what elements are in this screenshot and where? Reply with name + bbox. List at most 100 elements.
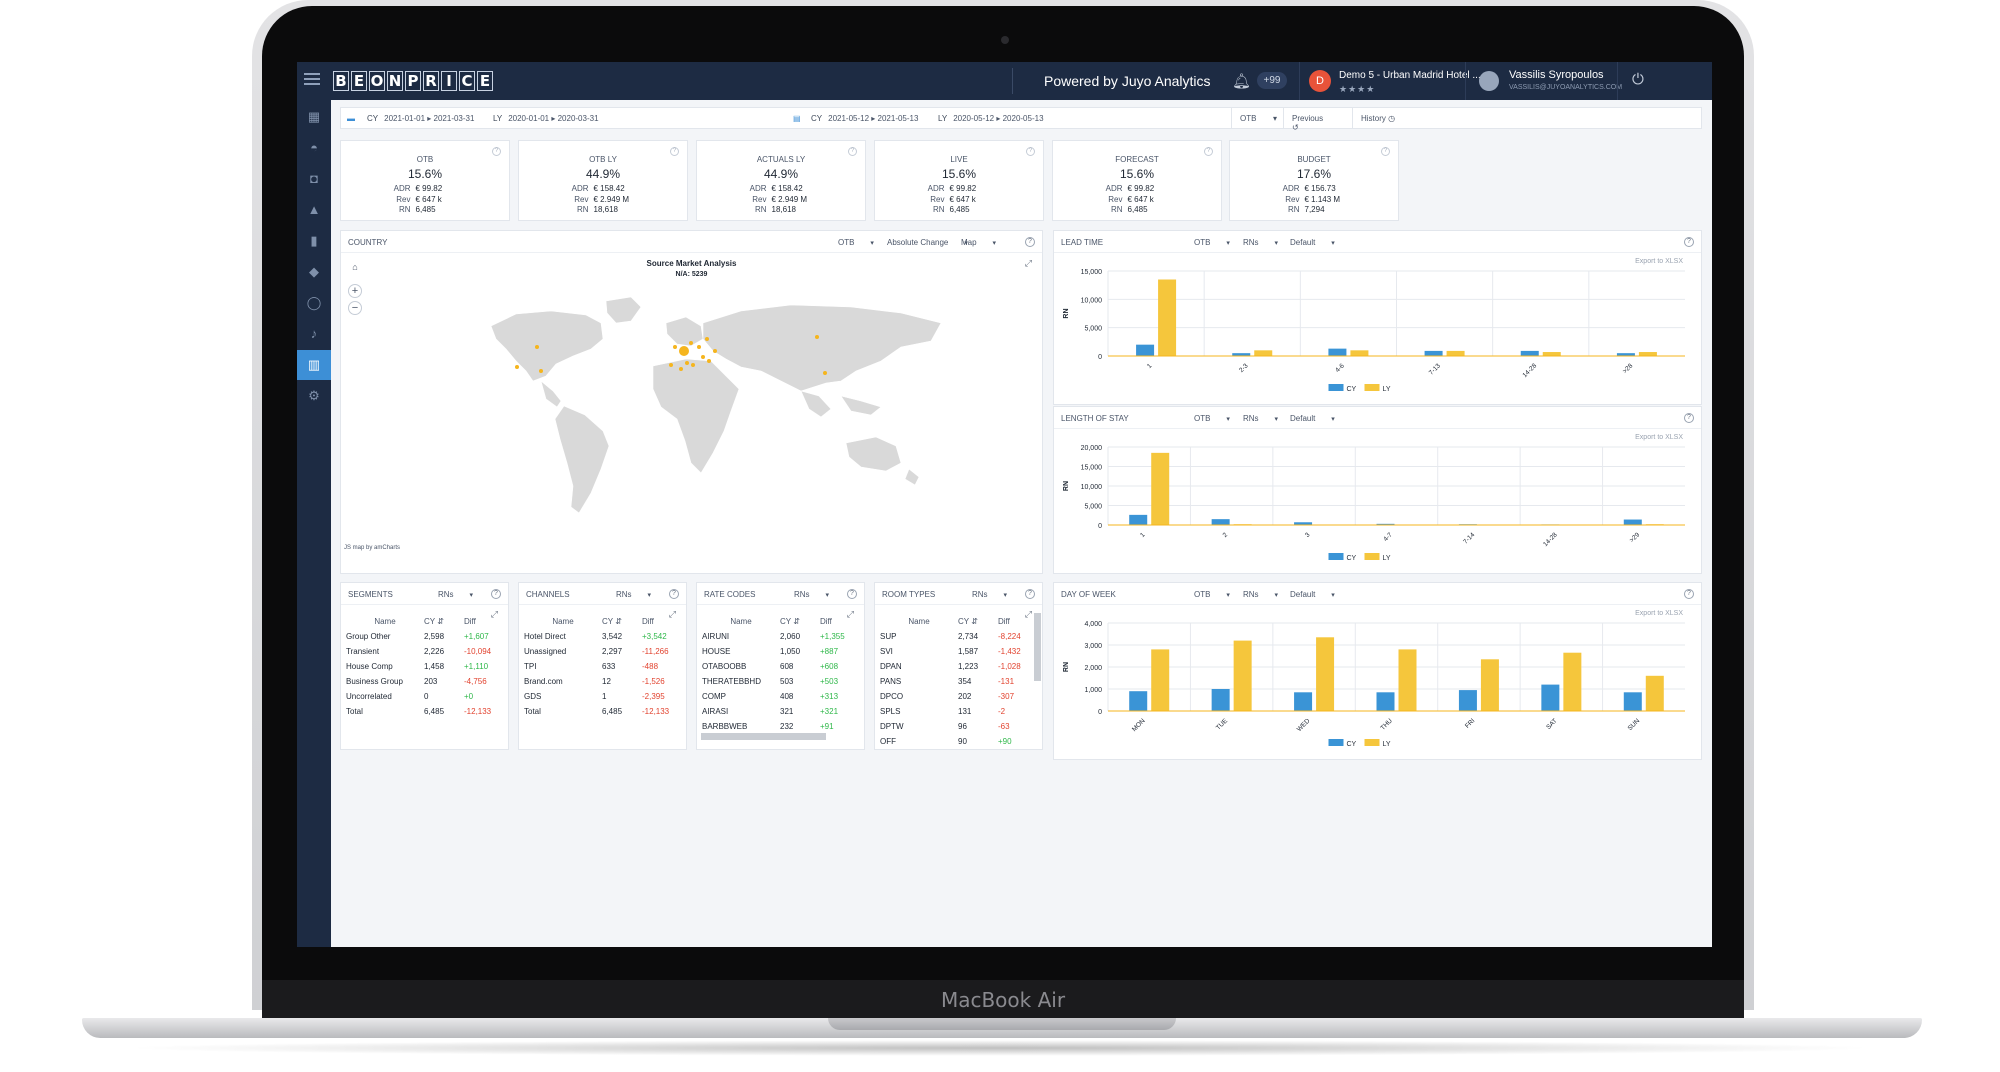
kpi-card[interactable]: ? OTB 15.6% ADR € 99.82 Rev € 647 k RN 6,485 (340, 140, 510, 221)
view-select[interactable]: Map (961, 238, 996, 247)
bar-cy[interactable] (1211, 519, 1230, 525)
kpi-card[interactable]: ? FORECAST 15.6% ADR € 99.82 Rev € 647 k RN 6,48… (1052, 140, 1222, 221)
table-row[interactable]: BARBBWEB 232 +91 (702, 719, 860, 734)
notification-badge[interactable]: +99 (1257, 72, 1287, 89)
table-row[interactable]: PANS 354 -131 (880, 674, 1038, 689)
table-row[interactable]: COMP 408 +313 (702, 689, 860, 704)
column-header[interactable]: Name (374, 616, 396, 626)
bar-ly[interactable] (1645, 675, 1664, 711)
bar-cy[interactable] (1129, 514, 1148, 525)
bar-cy[interactable] (1376, 692, 1395, 711)
column-header[interactable]: Diff (820, 616, 832, 626)
bar-cy[interactable] (1623, 519, 1642, 525)
bar-cy[interactable] (1616, 353, 1635, 356)
horizontal-scrollbar[interactable] (701, 733, 826, 740)
thumbs-up-icon[interactable]: ▲ (307, 202, 321, 217)
table-row[interactable]: Hotel Direct 3,542 +3,542 (524, 629, 682, 644)
column-header[interactable]: Name (552, 616, 574, 626)
cy-date-range[interactable]: CY 2021-01-01 ▸ 2021-03-31 (367, 114, 475, 123)
export-xlsx-link[interactable]: Export to XLSX (1635, 258, 1683, 265)
table-row[interactable]: AIRUNI 2,060 +1,355 (702, 629, 860, 644)
zoom-out-icon[interactable]: − (348, 301, 362, 315)
alert-bell-icon[interactable]: ♪ (310, 326, 318, 341)
legend-swatch[interactable] (1364, 384, 1380, 391)
bar-cy[interactable] (1328, 348, 1347, 356)
bar-ly[interactable] (1151, 452, 1170, 525)
metric-select[interactable]: RNs (616, 590, 651, 599)
column-header[interactable]: Name (908, 616, 930, 626)
table-row[interactable]: OTABOOBB 608 +608 (702, 659, 860, 674)
column-header[interactable]: Diff (464, 616, 476, 626)
column-header[interactable]: CY ⇵ (780, 613, 820, 629)
bar-cy[interactable] (1520, 350, 1539, 356)
export-xlsx-link[interactable]: Export to XLSX (1635, 434, 1683, 441)
column-header[interactable]: CY ⇵ (602, 613, 642, 629)
table-row[interactable]: Business Group 203 -4,756 (346, 674, 504, 689)
kpi-card[interactable]: ? ACTUALS LY 44.9% ADR € 158.42 Rev € 2.949 M R… (696, 140, 866, 221)
info-icon[interactable]: ? (491, 589, 501, 599)
map-credit[interactable]: JS map by amCharts (344, 545, 401, 551)
cy2-date-range[interactable]: CY 2021-05-12 ▸ 2021-05-13 (811, 114, 919, 123)
ly-date-range[interactable]: LY 2020-01-01 ▸ 2020-03-31 (493, 114, 599, 123)
legend-swatch[interactable] (1364, 553, 1380, 560)
bar-cy[interactable] (1541, 684, 1560, 711)
sort-select[interactable]: Default (1290, 238, 1335, 247)
metric-select[interactable]: OTB (1194, 414, 1230, 423)
legend-swatch[interactable] (1328, 739, 1344, 746)
kpi-card[interactable]: ? BUDGET 17.6% ADR € 156.73 Rev € 1.143 M RN 7,2… (1229, 140, 1399, 221)
bar-ly[interactable] (1563, 652, 1582, 711)
metric-select[interactable]: OTB (1194, 590, 1230, 599)
table-row[interactable]: SPLS 131 -2 (880, 704, 1038, 719)
bar-cy[interactable] (1294, 692, 1313, 711)
bar-ly[interactable] (1446, 350, 1465, 356)
world-map[interactable] (341, 231, 1044, 575)
info-icon[interactable]: ? (847, 589, 857, 599)
info-icon[interactable]: ? (1381, 147, 1390, 156)
metric-select[interactable]: OTB (1194, 238, 1230, 247)
table-row[interactable]: THERATEBBHD 503 +503 (702, 674, 860, 689)
info-icon[interactable]: ? (492, 147, 501, 156)
table-row[interactable]: AIRASI 321 +321 (702, 704, 860, 719)
info-icon[interactable]: ? (1025, 237, 1035, 247)
bar-ly[interactable] (1398, 649, 1417, 711)
unit-select[interactable]: RNs (1243, 590, 1278, 599)
bar-ly[interactable] (1158, 279, 1177, 357)
legend-label[interactable]: CY (1347, 386, 1357, 393)
previous-button[interactable]: Previous ↺ (1283, 108, 1339, 132)
table-row[interactable]: DPAN 1,223 -1,028 (880, 659, 1038, 674)
bar-ly[interactable] (1350, 350, 1369, 356)
table-row[interactable]: Brand.com 12 -1,526 (524, 674, 682, 689)
table-row[interactable]: Total 6,485 -12,133 (346, 704, 504, 719)
bar-cy[interactable] (1136, 344, 1155, 356)
zoom-in-icon[interactable]: + (348, 284, 362, 298)
bar-cy[interactable] (1294, 522, 1313, 525)
bar-cy[interactable] (1376, 523, 1395, 525)
bar-cy[interactable] (1458, 690, 1477, 711)
table-row[interactable]: SVI 1,587 -1,432 (880, 644, 1038, 659)
home-icon[interactable]: ⌂ (352, 262, 358, 272)
table-row[interactable]: GDS 1 -2,395 (524, 689, 682, 704)
legend-label[interactable]: CY (1347, 555, 1357, 562)
table-row[interactable]: Unassigned 2,297 -11,266 (524, 644, 682, 659)
history-button[interactable]: History ◷ (1352, 108, 1404, 128)
money-icon[interactable]: ◘ (310, 171, 318, 186)
kpi-card[interactable]: ? LIVE 15.6% ADR € 99.82 Rev € 647 k RN 6,485 (874, 140, 1044, 221)
unit-select[interactable]: RNs (1243, 238, 1278, 247)
table-row[interactable]: House Comp 1,458 +1,110 (346, 659, 504, 674)
bar-cy[interactable] (1129, 691, 1148, 711)
info-icon[interactable]: ? (1026, 147, 1035, 156)
chat-icon[interactable]: ◯ (306, 295, 322, 310)
legend-label[interactable]: LY (1383, 741, 1391, 748)
unit-select[interactable]: RNs (1243, 414, 1278, 423)
info-icon[interactable]: ? (1684, 413, 1694, 423)
column-header[interactable]: CY ⇵ (424, 613, 464, 629)
bar-ly[interactable] (1233, 640, 1252, 711)
legend-swatch[interactable] (1364, 739, 1380, 746)
column-header[interactable]: Name (730, 616, 752, 626)
bar-ly[interactable] (1638, 352, 1657, 356)
expand-icon[interactable]: ⤢ (668, 609, 676, 619)
hamburger-menu-icon[interactable] (301, 70, 323, 92)
metric-select[interactable]: RNs (972, 590, 1007, 599)
bar-cy[interactable] (1623, 692, 1642, 711)
metric-select[interactable]: RNs (794, 590, 829, 599)
